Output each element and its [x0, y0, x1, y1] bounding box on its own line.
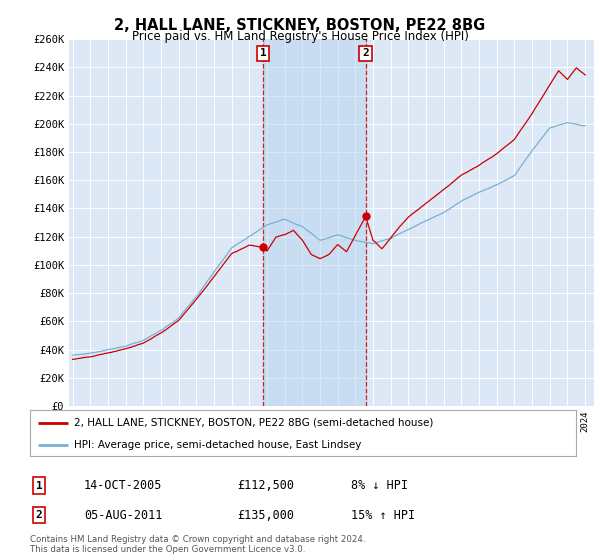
Text: 2, HALL LANE, STICKNEY, BOSTON, PE22 8BG (semi-detached house): 2, HALL LANE, STICKNEY, BOSTON, PE22 8BG… — [74, 418, 433, 428]
Text: 8% ↓ HPI: 8% ↓ HPI — [351, 479, 408, 492]
Text: Contains HM Land Registry data © Crown copyright and database right 2024.
This d: Contains HM Land Registry data © Crown c… — [30, 535, 365, 554]
Text: HPI: Average price, semi-detached house, East Lindsey: HPI: Average price, semi-detached house,… — [74, 440, 361, 450]
Text: 2: 2 — [362, 48, 369, 58]
Text: 14-OCT-2005: 14-OCT-2005 — [84, 479, 163, 492]
Text: 15% ↑ HPI: 15% ↑ HPI — [351, 508, 415, 522]
Bar — [263, 39, 365, 406]
Text: 2: 2 — [35, 510, 43, 520]
Text: 05-AUG-2011: 05-AUG-2011 — [84, 508, 163, 522]
Text: 1: 1 — [260, 48, 266, 58]
Text: 2, HALL LANE, STICKNEY, BOSTON, PE22 8BG: 2, HALL LANE, STICKNEY, BOSTON, PE22 8BG — [115, 18, 485, 33]
Text: £112,500: £112,500 — [237, 479, 294, 492]
Text: 1: 1 — [35, 480, 43, 491]
Text: £135,000: £135,000 — [237, 508, 294, 522]
Text: Price paid vs. HM Land Registry's House Price Index (HPI): Price paid vs. HM Land Registry's House … — [131, 30, 469, 43]
